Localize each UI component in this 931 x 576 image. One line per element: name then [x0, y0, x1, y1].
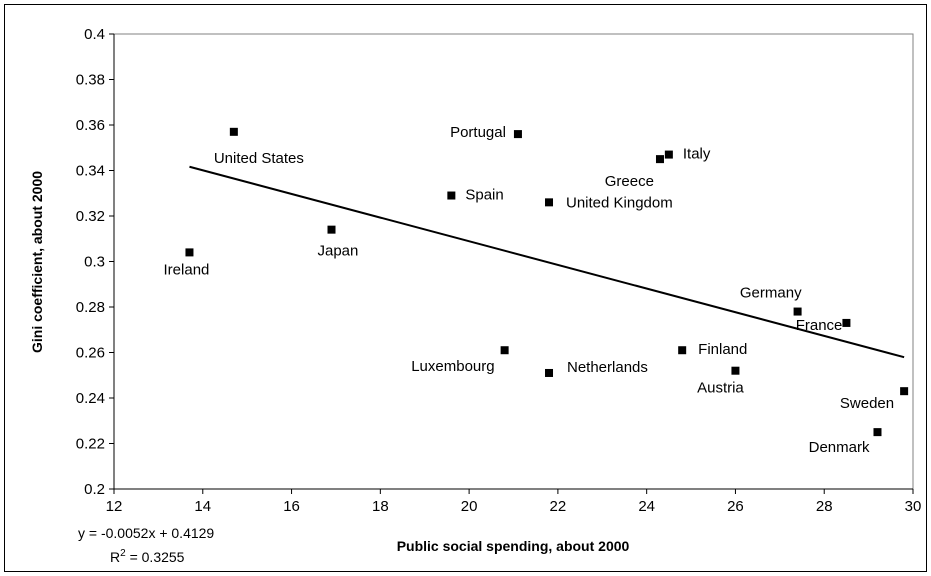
- r-squared-exponent: 2: [120, 548, 126, 559]
- x-tick-label: 30: [905, 498, 922, 515]
- point-label: United Kingdom: [566, 194, 673, 211]
- data-point-marker: [545, 198, 554, 207]
- data-point-marker: [678, 346, 687, 355]
- y-tick-label: 0.4: [84, 26, 105, 43]
- point-label: Italy: [683, 146, 711, 163]
- data-point-marker: [545, 368, 554, 377]
- axes: [113, 34, 913, 490]
- x-tick-label: 18: [372, 498, 389, 515]
- point-label: Portugal: [450, 124, 506, 141]
- data-point-marker: [327, 225, 336, 234]
- point-label: Netherlands: [567, 359, 648, 376]
- chart-frame: [4, 4, 927, 572]
- point-label: France: [796, 317, 843, 334]
- ticks: 0.2 0.22 0.24 0.26 0.28 0.3 0.32 0.34 0.36 0.38 0.…: [76, 26, 922, 515]
- y-tick-label: 0.3: [84, 254, 105, 271]
- point-label: Ireland: [164, 261, 210, 278]
- data-point-marker: [731, 366, 740, 375]
- y-tick-label: 0.24: [76, 390, 105, 407]
- trendline: [189, 165, 905, 359]
- y-tick-label: 0.2: [84, 481, 105, 498]
- data-point-marker: [500, 346, 509, 355]
- data-point-marker: [842, 318, 851, 327]
- data-point-marker: [900, 387, 909, 396]
- x-tick-label: 26: [727, 498, 744, 515]
- x-axis-title: Public social spending, about 2000: [397, 538, 630, 554]
- point-label: Sweden: [840, 395, 894, 412]
- point-labels: United States Ireland Japan Portugal Spain Un…: [164, 124, 895, 456]
- x-tick-label: 24: [638, 498, 655, 515]
- data-point-marker: [793, 307, 802, 316]
- data-point-marker: [229, 127, 238, 136]
- trend-equation: y = -0.0052x + 0.4129: [78, 525, 214, 541]
- data-point-marker: [873, 428, 882, 437]
- y-tick-label: 0.38: [76, 72, 105, 89]
- r-squared-label: R2 = 0.3255: [110, 548, 185, 565]
- y-tick-label: 0.22: [76, 436, 105, 453]
- point-label: United States: [214, 150, 304, 167]
- data-point-marker: [447, 191, 456, 200]
- x-tick-label: 22: [550, 498, 567, 515]
- data-point-marker: [513, 130, 522, 139]
- point-label: Japan: [318, 243, 359, 260]
- point-label: Austria: [697, 380, 744, 397]
- y-tick-label: 0.26: [76, 345, 105, 362]
- x-tick-label: 14: [194, 498, 211, 515]
- plot-area: [113, 33, 914, 490]
- x-tick-label: 16: [283, 498, 300, 515]
- point-label: Luxembourg: [411, 358, 494, 375]
- x-tick-label: 20: [461, 498, 478, 515]
- x-tick-label: 28: [816, 498, 833, 515]
- point-label: Germany: [740, 285, 802, 302]
- point-label: Spain: [465, 187, 503, 204]
- point-label: Greece: [605, 173, 654, 190]
- data-point-marker: [664, 150, 673, 159]
- data-points: [185, 127, 909, 437]
- y-tick-label: 0.32: [76, 208, 105, 225]
- data-point-marker: [655, 155, 664, 164]
- y-tick-label: 0.36: [76, 117, 105, 134]
- point-label: Denmark: [809, 439, 870, 456]
- r-squared-r: R: [110, 549, 120, 565]
- y-tick-label: 0.28: [76, 299, 105, 316]
- x-tick-label: 12: [106, 498, 123, 515]
- r-squared-value: = 0.3255: [126, 549, 185, 565]
- data-point-marker: [185, 248, 194, 257]
- point-label: Finland: [698, 341, 747, 358]
- y-axis-title: Gini coefficient, about 2000: [29, 171, 45, 353]
- y-tick-label: 0.34: [76, 163, 105, 180]
